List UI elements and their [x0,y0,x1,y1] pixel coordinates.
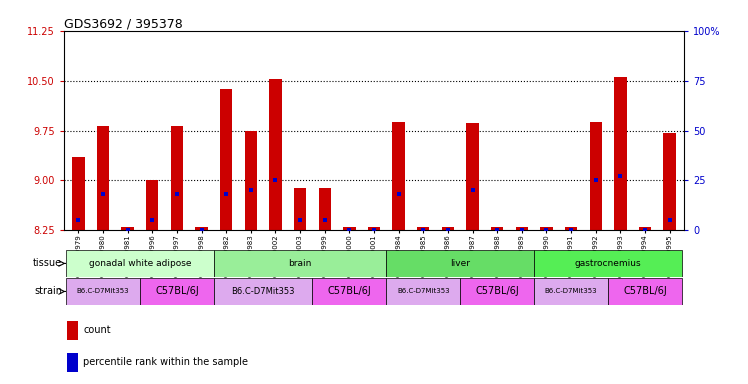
Text: B6.C-D7Mit353: B6.C-D7Mit353 [397,288,450,295]
Point [122,227,134,233]
Bar [245,131,257,230]
Bar [214,278,313,305]
Text: C57BL/6J: C57BL/6J [623,286,667,296]
Bar [608,278,682,305]
Point [639,227,651,233]
Bar [534,250,682,277]
Bar [220,89,233,230]
Bar [66,278,140,305]
Bar [195,227,208,230]
Bar [386,278,460,305]
Bar [491,227,503,230]
Text: B6.C-D7Mit353: B6.C-D7Mit353 [545,288,598,295]
Point [220,191,232,197]
Bar [386,250,534,277]
Bar [614,77,627,230]
Point [269,177,281,184]
Bar [140,278,214,305]
Text: strain: strain [34,286,62,296]
Bar [146,180,159,230]
Bar [460,278,534,305]
Bar [515,227,528,230]
Bar [96,126,109,230]
Point [195,227,207,233]
Bar [565,227,577,230]
Point [541,227,553,233]
Point [467,187,479,194]
Bar [442,227,454,230]
Bar [121,227,134,230]
Point [147,217,159,223]
Bar [663,132,675,230]
Bar [343,227,355,230]
Bar [368,227,380,230]
Text: GDS3692 / 395378: GDS3692 / 395378 [64,18,183,31]
Bar [319,189,331,230]
Bar [589,122,602,230]
Text: B6.C-D7Mit353: B6.C-D7Mit353 [231,287,295,296]
Bar [313,278,386,305]
Bar [467,122,479,230]
Point [368,227,380,233]
Text: gonadal white adipose: gonadal white adipose [89,259,191,268]
Point [171,191,183,197]
Point [393,191,405,197]
Text: tissue: tissue [33,258,62,268]
Bar [214,250,386,277]
Point [319,217,331,223]
Text: brain: brain [289,259,312,268]
Bar [417,227,429,230]
Point [565,227,577,233]
Text: count: count [84,325,111,335]
Point [73,217,85,223]
Point [245,187,257,194]
Point [663,217,675,223]
Text: C57BL/6J: C57BL/6J [155,286,199,296]
Point [442,227,454,233]
Bar [67,321,78,340]
Point [589,177,601,184]
Point [491,227,503,233]
Bar [67,353,78,372]
Text: percentile rank within the sample: percentile rank within the sample [84,357,248,367]
Point [294,217,306,223]
Bar [171,126,183,230]
Bar [66,250,214,277]
Text: C57BL/6J: C57BL/6J [328,286,371,296]
Text: B6.C-D7Mit353: B6.C-D7Mit353 [77,288,129,295]
Text: gastrocnemius: gastrocnemius [574,259,641,268]
Point [97,191,109,197]
Bar [269,79,281,230]
Text: C57BL/6J: C57BL/6J [475,286,519,296]
Bar [294,189,306,230]
Point [516,227,528,233]
Point [417,227,429,233]
Bar [639,227,652,230]
Point [614,174,626,180]
Bar [73,157,85,230]
Text: liver: liver [450,259,470,268]
Bar [534,278,608,305]
Bar [540,227,553,230]
Bar [393,122,405,230]
Point [343,227,355,233]
